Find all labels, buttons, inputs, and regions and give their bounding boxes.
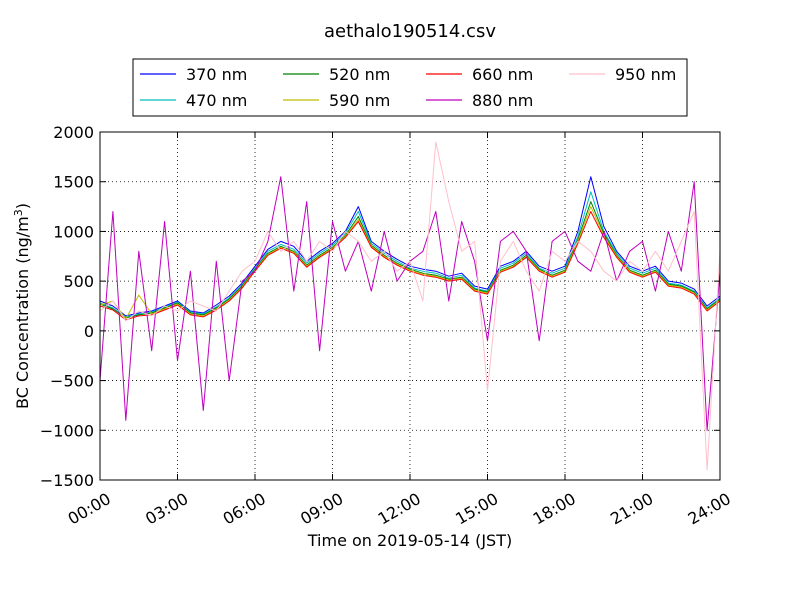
legend-entry: 880 nm — [426, 91, 533, 110]
legend-label: 660 nm — [472, 65, 533, 84]
series-line-590-nm — [99, 206, 721, 320]
x-axis-label: Time on 2019-05-14 (JST) — [307, 531, 512, 550]
legend-entry: 520 nm — [283, 65, 390, 84]
legend-label: 590 nm — [329, 91, 390, 110]
series-line-950-nm — [99, 141, 721, 471]
legend-frame — [132, 58, 688, 117]
y-axis-label-tail: ) — [13, 203, 32, 209]
y-tick-label: −500 — [50, 372, 94, 391]
series-line-370-nm — [99, 176, 721, 317]
y-tick-label: 1500 — [53, 173, 94, 192]
legend-entry: 590 nm — [283, 91, 390, 110]
plot-area — [99, 131, 721, 481]
legend-label: 470 nm — [186, 91, 247, 110]
chart-title: aethalo190514.csv — [324, 21, 496, 42]
y-tick-label: 1000 — [53, 222, 94, 241]
y-axis-label: BC Concentration (ng/m3) — [12, 203, 32, 409]
series-line-520-nm — [99, 201, 721, 319]
ticks — [99, 131, 721, 481]
legend-entry: 660 nm — [426, 65, 533, 84]
legend-label: 520 nm — [329, 65, 390, 84]
series-layer — [99, 141, 721, 471]
y-tick-label: 2000 — [53, 123, 94, 142]
legend-label: 950 nm — [615, 65, 676, 84]
y-tick-labels: −1500 −1000 −500 0 500 1000 1500 2000 — [40, 123, 94, 490]
legend: 370 nm 470 nm 520 nm 590 nm 660 nm 880 nm 950 … — [132, 58, 688, 117]
legend-entry: 470 nm — [140, 91, 247, 110]
y-tick-label: 500 — [63, 272, 94, 291]
series-line-660-nm — [99, 211, 721, 321]
y-tick-label: 0 — [84, 322, 94, 341]
y-axis-label-base: BC Concentration (ng/m — [13, 216, 32, 409]
y-tick-label: −1000 — [40, 421, 94, 440]
legend-label: 880 nm — [472, 91, 533, 110]
legend-entry: 950 nm — [569, 65, 676, 84]
y-axis-label-sup: 3 — [12, 209, 25, 216]
legend-entry: 370 nm — [140, 65, 247, 84]
legend-label: 370 nm — [186, 65, 247, 84]
y-tick-label: −1500 — [40, 471, 94, 490]
series-line-470-nm — [99, 191, 721, 318]
